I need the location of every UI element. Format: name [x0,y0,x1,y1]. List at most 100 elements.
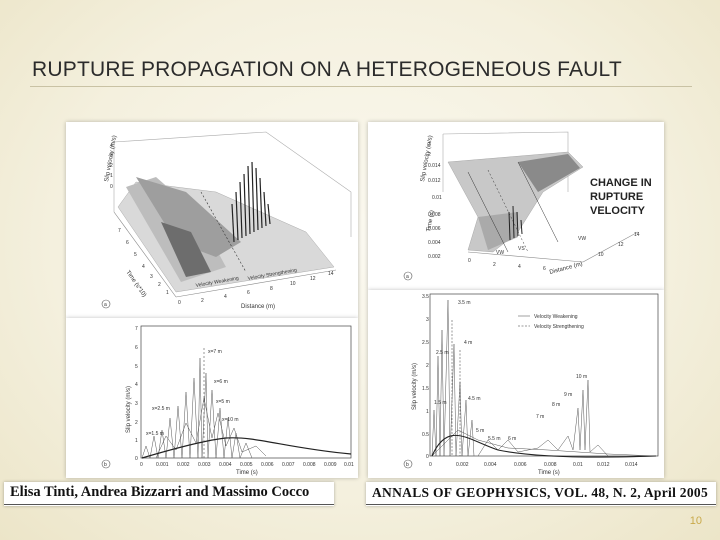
rb-legend-vs: Velocity Strengthening [534,324,584,330]
panel-marker [101,299,111,309]
svg-text:2.5: 2.5 [422,340,429,346]
svg-text:0: 0 [135,456,138,462]
journal-underline [366,504,716,505]
svg-text:12: 12 [618,242,624,248]
svg-text:0.012: 0.012 [428,178,441,184]
journal-text: ANNALS OF GEOPHYSICS, VOL. 48, N. 2, Apr… [372,485,708,500]
svg-text:0: 0 [468,258,471,264]
left-bottom-x-label: Time (s) [236,470,258,476]
svg-text:0.014: 0.014 [428,163,441,169]
svg-text:0.01: 0.01 [344,462,354,468]
svg-text:2: 2 [426,363,429,369]
svg-text:0.01: 0.01 [432,195,442,201]
panel-marker [101,459,111,469]
svg-text:0.006: 0.006 [261,462,274,468]
svg-text:0.004: 0.004 [219,462,232,468]
svg-text:0.009: 0.009 [324,462,337,468]
panel-marker [403,459,413,469]
left-bottom-panel-letter: b [104,462,107,468]
svg-text:6: 6 [126,240,129,246]
svg-text:0.008: 0.008 [428,212,441,218]
svg-text:14: 14 [328,271,334,277]
svg-text:8: 8 [270,286,273,292]
svg-text:0.008: 0.008 [544,462,557,468]
svg-text:3: 3 [150,274,153,280]
svg-text:10: 10 [598,252,604,258]
svg-text:0.002: 0.002 [177,462,190,468]
line-plot-left: 7 6 5 4 3 2 1 0 0 0.001 0.002 0.003 0.004 0.005 0.006… [101,325,354,476]
surface-plot-right: 3 2 0.014 0.012 0.01 0.008 0.006 0.004 0.002 0 2… [403,131,652,281]
right-top-y-label: Time (s) [426,210,436,232]
lb-annot-6m: x=6 m [214,379,228,385]
rb-annot-8m: 8 m [552,402,560,408]
left-top-z-label: Slip velocity (m/s) [104,135,118,182]
left-top-x-label: Distance (m) [241,304,275,310]
svg-text:1: 1 [166,290,169,296]
svg-text:6: 6 [247,290,250,296]
svg-text:5: 5 [135,364,138,370]
svg-text:3: 3 [110,153,113,159]
figure-right-bottom: 3.5 3 2.5 2 1.5 1 0.5 0 0 0.002 0.004 0.006 0.008 0.… [368,290,664,478]
svg-text:10: 10 [290,281,296,287]
rt-region-vw-1: VW [496,250,504,256]
svg-text:0.005: 0.005 [240,462,253,468]
journal-caption: ANNALS OF GEOPHYSICS, VOL. 48, N. 2, Apr… [366,482,716,506]
svg-text:14: 14 [634,232,640,238]
svg-text:1: 1 [135,438,138,444]
svg-text:6: 6 [135,345,138,351]
right-top-z-label: Slip velocity (m/s) [420,135,434,182]
svg-text:2: 2 [158,282,161,288]
svg-text:2: 2 [201,298,204,304]
panel-marker [403,271,413,281]
rb-annot-5-5m: 5.5 m [488,436,501,442]
rb-annot-5m: 5 m [476,428,484,434]
svg-text:0.004: 0.004 [428,240,441,246]
rb-annot-7m: 7 m [536,414,544,420]
svg-text:1: 1 [426,409,429,415]
right-bottom-x-label: Time (s) [538,470,560,476]
svg-text:4: 4 [135,382,138,388]
svg-text:0.5: 0.5 [422,432,429,438]
svg-text:0.002: 0.002 [456,462,469,468]
callout-line-3: VELOCITY [590,205,646,217]
svg-text:0.008: 0.008 [303,462,316,468]
svg-text:0.003: 0.003 [198,462,211,468]
svg-text:0.004: 0.004 [484,462,497,468]
svg-text:1: 1 [110,173,113,179]
svg-text:0: 0 [426,454,429,460]
callout-line-1: CHANGE IN [590,177,652,189]
svg-text:0.006: 0.006 [514,462,527,468]
rb-annot-4-5m: 4.5 m [468,396,481,402]
rb-annot-4m: 4 m [464,340,472,346]
right-bottom-panel-letter: b [406,462,409,468]
svg-text:4: 4 [224,294,227,300]
svg-text:4: 4 [110,143,113,149]
rb-annot-2-5m: 2.5 m [436,350,449,356]
lb-annot-7m: x=7 m [208,349,222,355]
svg-text:7: 7 [118,228,121,234]
svg-text:0: 0 [178,300,181,306]
lb-annot-2-5m: x=2.5 m [152,406,170,412]
rb-legend-vw: Velocity Weakening [534,314,578,320]
right-top-panel-letter: a [406,274,409,280]
authors-text: Elisa Tinti, Andrea Bizzarri and Massimo… [10,484,310,500]
left-top-panel-letter: a [104,302,107,308]
rb-annot-3-5m: 3.5 m [458,300,471,306]
right-bottom-y-label: Slip velocity (m/s) [412,363,418,410]
svg-text:0.007: 0.007 [282,462,295,468]
left-top-y-label: Time (s*10) [124,270,147,299]
svg-text:1.5: 1.5 [422,386,429,392]
lb-annot-1-5m: x=1.5 m [146,431,164,437]
svg-text:4: 4 [142,264,145,270]
svg-text:7: 7 [135,326,138,332]
title-divider [30,86,692,87]
svg-text:0: 0 [429,462,432,468]
authors-caption: Elisa Tinti, Andrea Bizzarri and Massimo… [4,482,334,506]
svg-text:2: 2 [493,262,496,268]
svg-text:0: 0 [140,462,143,468]
rb-annot-10m: 10 m [576,374,587,380]
rb-annot-9m: 9 m [564,392,572,398]
rb-annot-1-5m: 1.5 m [434,400,447,406]
